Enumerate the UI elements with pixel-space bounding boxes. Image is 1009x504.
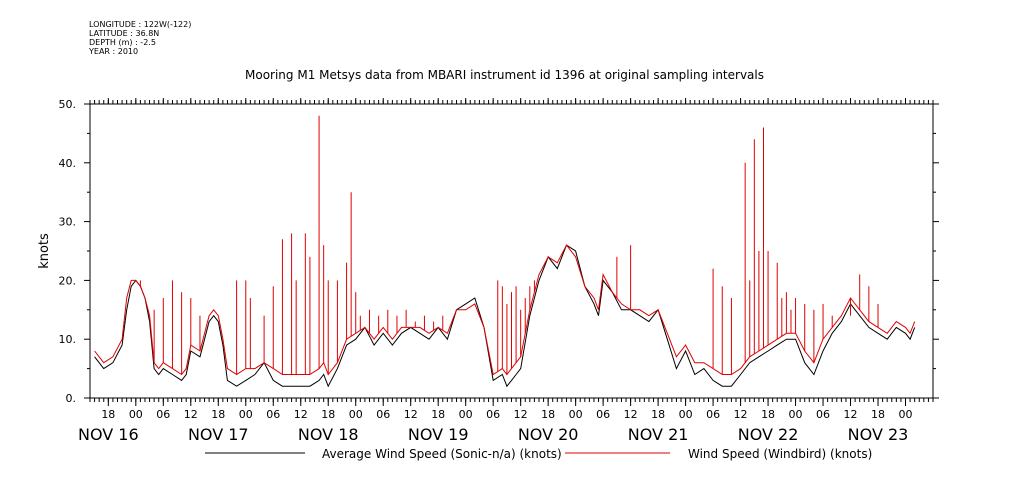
x-tick-label: 12	[734, 408, 748, 421]
x-day-label: NOV 19	[408, 425, 469, 444]
x-tick-label: 00	[899, 408, 913, 421]
x-tick-label: 12	[404, 408, 418, 421]
x-tick-label: 06	[706, 408, 720, 421]
series-line-average	[94, 244, 916, 388]
year-label: YEAR : 2010	[89, 47, 139, 56]
x-tick-label: 06	[156, 408, 170, 421]
x-tick-label: 06	[596, 408, 610, 421]
x-tick-label: 18	[431, 408, 445, 421]
x-tick-label: 06	[376, 408, 390, 421]
x-tick-label: 00	[459, 408, 473, 421]
x-day-label: NOV 18	[298, 425, 359, 444]
x-tick-label: 12	[294, 408, 308, 421]
x-day-label: NOV 20	[518, 425, 579, 444]
x-tick-label: 12	[844, 408, 858, 421]
x-day-label: NOV 23	[848, 425, 909, 444]
x-tick-label: 00	[679, 408, 693, 421]
x-tick-label: 18	[101, 408, 115, 421]
x-day-label: NOV 22	[738, 425, 799, 444]
y-tick-label: 10.	[59, 333, 77, 346]
axes-group: 0. 10. 20. 30. 40. 50. knots 18 00 06 12 18 00 06 12 18…	[37, 98, 939, 444]
x-tick-label: 00	[349, 408, 363, 421]
x-tick-label: 00	[129, 408, 143, 421]
x-tick-label: 18	[321, 408, 335, 421]
latitude-label: LATITUDE : 36.8N	[89, 29, 160, 38]
x-tick-label: 18	[651, 408, 665, 421]
y-tick-label: 50.	[59, 98, 77, 111]
x-tick-label: 12	[514, 408, 528, 421]
x-tick-label: 06	[486, 408, 500, 421]
longitude-label: LONGITUDE : 122W(-122)	[89, 20, 192, 29]
y-tick-label: 40.	[59, 157, 77, 170]
x-tick-label: 18	[871, 408, 885, 421]
legend: Average Wind Speed (Sonic-n/a) (knots) W…	[205, 447, 872, 461]
x-tick-label: 18	[211, 408, 225, 421]
x-tick-label: 06	[816, 408, 830, 421]
x-tick-label: 00	[789, 408, 803, 421]
x-tick-label: 12	[624, 408, 638, 421]
metadata-block: LONGITUDE : 122W(-122) LATITUDE : 36.8N …	[89, 20, 191, 56]
x-tick-label: 12	[184, 408, 198, 421]
x-tick-label: 00	[569, 408, 583, 421]
x-tick-label: 00	[239, 408, 253, 421]
y-tick-label: 30.	[59, 216, 77, 229]
x-day-label: NOV 21	[628, 425, 689, 444]
depth-label: DEPTH (m) : -2.5	[89, 38, 156, 47]
x-day-label: NOV 16	[78, 425, 139, 444]
x-tick-label: 06	[266, 408, 280, 421]
y-tick-label: 0.	[66, 392, 77, 405]
series-line-windbird	[94, 244, 916, 376]
x-day-label: NOV 17	[188, 425, 249, 444]
chart-title: Mooring M1 Metsys data from MBARI instru…	[245, 68, 764, 82]
x-tick-label: 18	[541, 408, 555, 421]
legend-label-windbird: Wind Speed (Windbird) (knots)	[688, 447, 872, 461]
y-tick-label: 20.	[59, 274, 77, 287]
x-tick-label: 18	[761, 408, 775, 421]
legend-label-average: Average Wind Speed (Sonic-n/a) (knots)	[322, 447, 562, 461]
series-group	[94, 115, 916, 388]
y-axis-label: knots	[37, 233, 52, 269]
